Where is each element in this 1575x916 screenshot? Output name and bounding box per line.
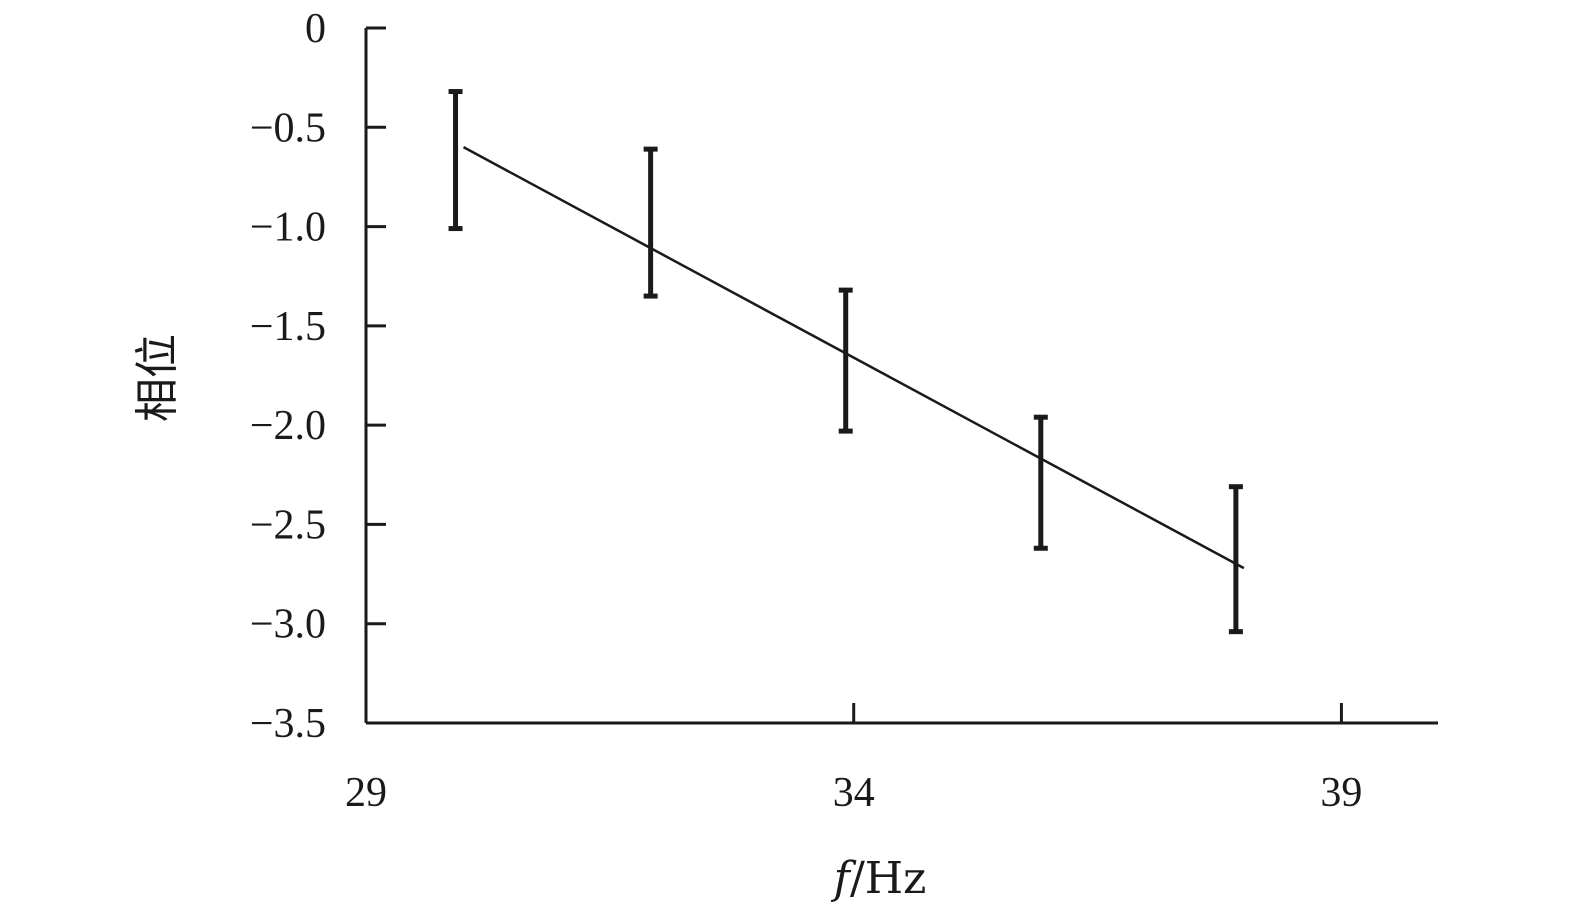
x-tick-label: 34 [833,770,875,816]
y-ticks: 0 −0.5 −1.0 −1.5 −2.0 −2.5 −3.0 −3.5 [250,6,386,747]
trend-line [462,145,1245,570]
series-group [448,89,1245,635]
axes [364,28,1438,725]
x-axis-title: f/Hz [831,853,927,904]
y-tick-label: −1.5 [250,304,326,350]
x-tick-label: 39 [1320,770,1362,816]
y-tick-label: −3.5 [250,701,326,747]
y-tick-label: −0.5 [250,105,326,151]
y-axis-title: 相位 [132,334,183,422]
y-tick-label: −3.0 [250,602,326,648]
y-tick-label: −2.5 [250,502,326,548]
y-tick-label: 0 [305,6,326,52]
x-ticks: 29 34 39 [345,703,1362,816]
x-axis-title-unit: /Hz [850,853,926,904]
y-tick-label: −1.0 [250,205,326,251]
y-tick-label: −2.0 [250,403,326,449]
x-tick-label: 29 [345,770,387,816]
